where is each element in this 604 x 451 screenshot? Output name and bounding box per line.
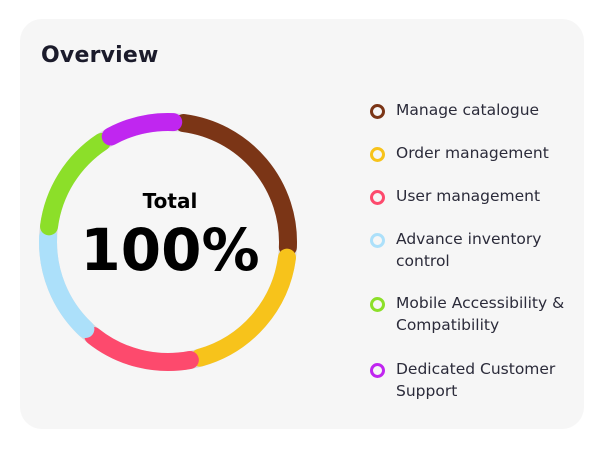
legend-label: Order management bbox=[396, 144, 549, 162]
legend-item: Order management bbox=[370, 142, 580, 164]
legend-item: User management bbox=[370, 185, 580, 207]
legend-item: Dedicated Customer Support bbox=[370, 358, 580, 402]
legend-marker-icon bbox=[370, 147, 385, 162]
legend-marker-icon bbox=[370, 363, 385, 378]
donut-segment-6 bbox=[101, 113, 183, 146]
donut-segment-4 bbox=[39, 227, 95, 339]
overview-card: Overview Total 100% Manage catalogue Orde… bbox=[20, 19, 584, 429]
legend-label: Manage catalogue bbox=[396, 101, 540, 119]
legend-item: Manage catalogue bbox=[370, 99, 580, 121]
donut-segment-3 bbox=[84, 326, 199, 371]
donut-segment-1 bbox=[174, 114, 297, 257]
donut-center-value: 100% bbox=[80, 216, 259, 284]
donut-center-label: Total bbox=[143, 189, 198, 213]
legend-marker-icon bbox=[370, 297, 385, 312]
donut-segments bbox=[39, 113, 297, 371]
legend-label: Dedicated Customer Support bbox=[396, 360, 556, 400]
card-title: Overview bbox=[41, 43, 159, 68]
legend-marker-icon bbox=[370, 190, 385, 205]
legend-label: User management bbox=[396, 187, 541, 205]
legend-item: Advance inventory control bbox=[370, 228, 580, 272]
legend-marker-icon bbox=[370, 233, 385, 248]
donut-chart: Total 100% bbox=[39, 113, 297, 371]
legend-label: Advance inventory control bbox=[396, 230, 542, 270]
donut-segment-5 bbox=[40, 132, 111, 236]
donut-segment-2 bbox=[191, 248, 296, 367]
legend-marker-icon bbox=[370, 104, 385, 119]
legend-label: Mobile Accessibility & Compatibility bbox=[396, 294, 565, 334]
legend-item: Mobile Accessibility & Compatibility bbox=[370, 292, 580, 336]
